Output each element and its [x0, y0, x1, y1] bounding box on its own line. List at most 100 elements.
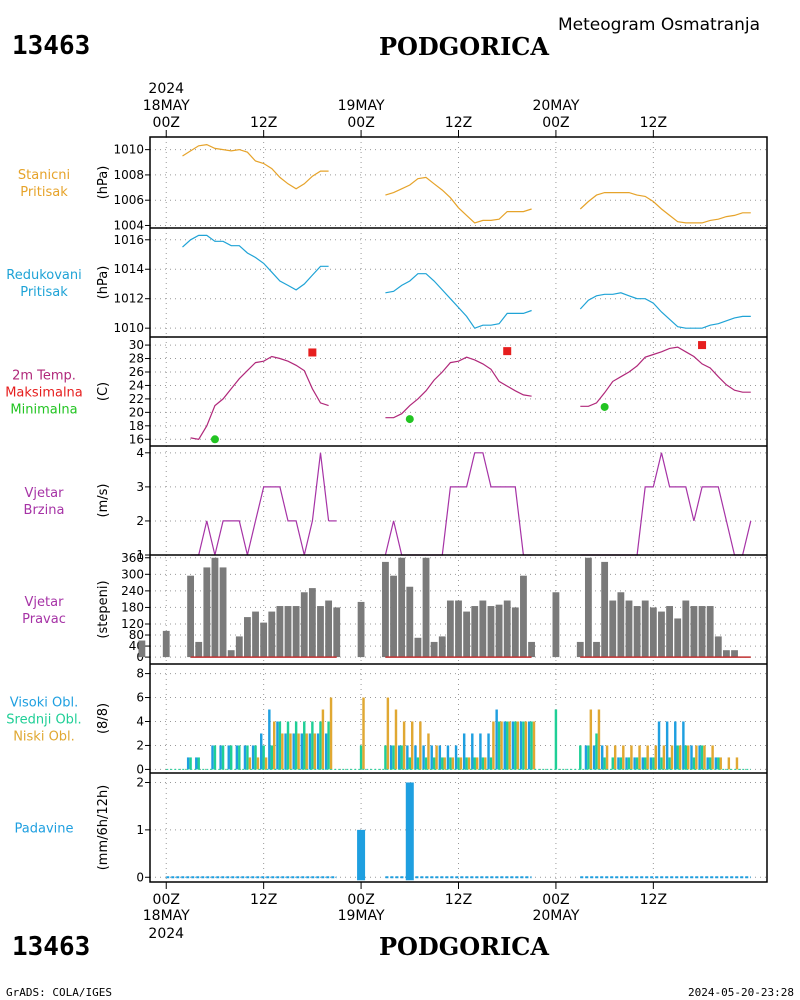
- bar-cloud-low: [256, 757, 260, 770]
- bar-cloud-mid: [359, 745, 363, 770]
- bar-wind-direction: [495, 604, 503, 658]
- bar-cloud-high: [462, 733, 466, 770]
- bar-cloud-mid: [294, 721, 298, 770]
- bar-cloud-high: [511, 721, 515, 770]
- bar-cloud-high: [657, 721, 661, 770]
- bar-cloud-high: [706, 757, 709, 770]
- bar-cloud-low: [646, 745, 649, 770]
- bar-cloud-high: [406, 745, 409, 770]
- bar-cloud-high: [211, 745, 214, 770]
- bar-wind-direction: [649, 607, 657, 658]
- x-date-label-top: 19MAY: [338, 98, 385, 114]
- y-tick-label: 2: [136, 514, 144, 528]
- bar-cloud-mid: [392, 745, 395, 770]
- bar-cloud-mid: [311, 721, 314, 770]
- bar-wind-direction: [284, 606, 292, 658]
- bar-cloud-mid: [319, 721, 322, 770]
- x-tick-label-bottom: 12Z: [640, 892, 667, 908]
- bar-cloud-low: [362, 697, 365, 770]
- bar-cloud-mid: [708, 757, 712, 770]
- bar-cloud-mid: [270, 745, 273, 770]
- bar-wind-direction: [300, 592, 308, 658]
- bar-cloud-mid: [700, 745, 704, 770]
- bar-cloud-high: [592, 745, 596, 770]
- bar-cloud-mid: [660, 757, 663, 770]
- bar-cloud-mid: [262, 745, 265, 770]
- bar-wind-direction: [252, 611, 259, 658]
- bar-cloud-mid: [684, 745, 688, 770]
- x-date-label-bottom: 18MAY: [143, 908, 190, 924]
- bar-cloud-mid: [652, 757, 655, 770]
- y-tick-label: 22: [129, 392, 144, 406]
- bar-cloud-low: [248, 757, 252, 770]
- bar-wind-direction: [422, 557, 430, 658]
- bar-cloud-mid: [627, 757, 631, 770]
- panel-redukovani: 1010 1012 1014 1016 (hPa) Redukovani Pritisak: [6, 228, 767, 337]
- station-id-top: 13463: [12, 31, 90, 61]
- bar-cloud-high: [527, 721, 531, 770]
- bar-cloud-high: [235, 745, 239, 770]
- panel-label-temp: Maksimalna: [5, 386, 83, 401]
- bar-cloud-mid: [603, 757, 606, 770]
- x-date-label-bottom: 19MAY: [338, 908, 385, 924]
- bar-cloud-low: [613, 745, 617, 770]
- bar-cloud-high: [519, 721, 523, 770]
- panel-label-brzina: Brzina: [24, 503, 65, 518]
- bar-cloud-low: [297, 733, 300, 770]
- y-tick-label: 2: [136, 738, 144, 752]
- bar-wind-direction: [714, 636, 722, 658]
- panel-label-temp: 2m Temp.: [12, 369, 76, 384]
- y-axis-unit: (stepeni): [96, 580, 111, 638]
- bar-wind-direction: [227, 650, 235, 658]
- bar-wind-direction: [446, 600, 454, 658]
- bar-wind-direction: [601, 561, 609, 658]
- x-year-label-bottom: 2024: [148, 926, 184, 942]
- y-tick-label: 1008: [113, 168, 144, 182]
- y-axis-unit: (C): [96, 382, 111, 401]
- y-tick-label: 1012: [113, 292, 144, 306]
- bar-cloud-mid: [611, 757, 614, 770]
- bar-cloud-low: [451, 757, 455, 770]
- panel-label-pravac: Pravac: [22, 612, 66, 627]
- bar-cloud-low: [281, 733, 284, 770]
- y-tick-label: 30: [129, 338, 144, 352]
- bar-cloud-mid: [505, 721, 509, 770]
- bar-wind-direction: [593, 641, 600, 658]
- bar-cloud-mid: [676, 745, 679, 770]
- panel-label-padavine: Padavine: [15, 822, 74, 837]
- bar-cloud-high: [690, 745, 693, 770]
- x-tick-label-top: 12Z: [250, 115, 277, 131]
- panel-label-redukovani: Pritisak: [20, 285, 68, 300]
- bar-cloud-low: [670, 745, 674, 770]
- bar-wind-direction: [276, 606, 284, 658]
- bar-wind-direction: [398, 557, 406, 658]
- panel-label-stanicni: Pritisak: [20, 185, 68, 200]
- y-tick-label: 1006: [113, 193, 144, 207]
- marker-tmax: [308, 348, 317, 357]
- bar-wind-direction: [698, 606, 706, 658]
- bar-cloud-high: [195, 757, 198, 770]
- bar-cloud-mid: [221, 745, 225, 770]
- bar-cloud-mid: [489, 757, 493, 770]
- y-tick-label: 2: [136, 775, 144, 789]
- bar-cloud-low: [678, 745, 682, 770]
- bar-wind-direction: [203, 567, 211, 658]
- marker-tmax: [698, 341, 707, 350]
- bar-cloud-low: [638, 745, 641, 770]
- bar-cloud-high: [471, 733, 474, 770]
- panel-label-stanicni: Stanicni: [18, 168, 70, 183]
- line-redukovani-pritisak: [385, 273, 532, 329]
- bar-wind-direction: [244, 617, 251, 658]
- bar-cloud-mid: [595, 733, 598, 770]
- marker-tmax: [503, 347, 512, 356]
- x-tick-label-bottom: 12Z: [250, 892, 277, 908]
- panel-label-oblaci: Srednji Obl.: [6, 713, 81, 728]
- bar-cloud-high: [398, 745, 401, 770]
- bar-cloud-low: [662, 745, 666, 770]
- x-tick-label-top: 12Z: [640, 115, 667, 131]
- bar-cloud-mid: [278, 721, 282, 770]
- bar-cloud-high: [219, 745, 222, 770]
- bar-cloud-high: [503, 721, 506, 770]
